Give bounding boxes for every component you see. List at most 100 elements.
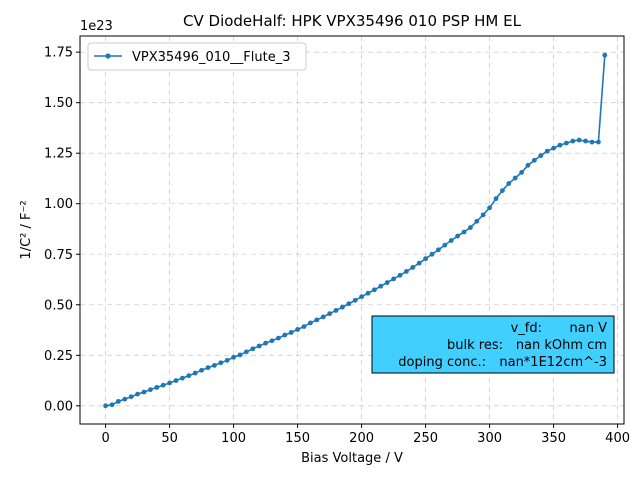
data-point (135, 391, 141, 397)
data-point (359, 294, 364, 300)
data-point (378, 283, 384, 289)
data-point (557, 142, 563, 148)
data-point (538, 153, 544, 159)
data-point (116, 398, 121, 404)
data-point (596, 139, 601, 145)
legend: VPX35496_010__Flute_3 (87, 42, 307, 71)
data-point (410, 264, 416, 270)
annotation-label-vfd: v_fd: (511, 321, 542, 336)
data-point (333, 308, 339, 313)
data-point (346, 301, 352, 307)
data-point (128, 394, 134, 400)
x-axis-label: Bias Voltage / V (301, 451, 403, 466)
data-point (327, 311, 332, 317)
data-point (109, 402, 115, 408)
data-point (320, 314, 326, 320)
data-point (288, 330, 294, 335)
data-point (180, 375, 185, 381)
legend-entry-label: VPX35496_010__Flute_3 (132, 50, 291, 65)
x-axis: 0 50 100 150 200 250 300 350 400 (101, 424, 630, 446)
legend-swatch-marker (105, 53, 111, 59)
data-point (583, 138, 588, 144)
annotation-label-bulk-res: bulk res: (447, 338, 503, 353)
data-point (480, 212, 486, 218)
data-point (532, 157, 537, 163)
x-tick-label: 400 (605, 431, 630, 446)
data-point (506, 181, 512, 186)
annotation-frame (371, 315, 615, 374)
data-point (212, 363, 217, 368)
x-tick-label: 150 (285, 431, 310, 446)
x-tick-label: 50 (161, 431, 178, 446)
y-tick-label: 0.50 (44, 298, 73, 313)
y-axis: 0.00 0.25 0.50 0.75 1.00 1.25 1.50 1.75 (44, 46, 80, 414)
data-point (519, 170, 524, 175)
data-point (269, 338, 275, 344)
y-tick-label: 1.75 (44, 46, 73, 61)
x-tick-label: 0 (101, 431, 109, 446)
data-point (525, 162, 531, 168)
data-point (295, 327, 300, 332)
annotation-box: v_fd: nan V bulk res: nan kOhm cm doping… (371, 315, 615, 374)
data-point (224, 357, 230, 363)
data-point (468, 225, 473, 230)
data-point (442, 242, 448, 248)
data-point (122, 396, 128, 402)
data-point (308, 320, 313, 326)
data-point (301, 324, 307, 329)
data-point (487, 205, 492, 211)
y-tick-label: 0.00 (44, 399, 73, 414)
data-point (436, 247, 441, 253)
annotation-label-doping: doping conc.: (398, 355, 486, 370)
data-point (372, 287, 377, 293)
x-tick-label: 300 (477, 431, 502, 446)
data-point (340, 304, 345, 310)
data-point (314, 317, 320, 323)
x-tick-label: 100 (221, 431, 246, 446)
y-tick-label: 1.00 (44, 197, 73, 212)
chart-title: CV DiodeHalf: HPK VPX35496 010 PSP HM EL (183, 12, 522, 30)
data-point (429, 251, 435, 257)
data-point (282, 332, 288, 338)
data-point (263, 340, 268, 346)
data-point (416, 260, 422, 266)
y-tick-label: 0.25 (44, 349, 73, 364)
data-point (160, 382, 166, 388)
data-point (276, 335, 281, 341)
data-point (423, 256, 428, 262)
data-point (167, 380, 173, 386)
y-tick-label: 1.50 (44, 96, 73, 111)
data-point (589, 139, 595, 145)
data-point (570, 138, 576, 144)
data-point (512, 175, 518, 181)
data-point (564, 140, 569, 146)
x-tick-label: 250 (413, 431, 438, 446)
annotation-value-vfd: nan V (570, 321, 608, 336)
data-point (192, 370, 198, 376)
annotation-value-doping: nan*1E12cm^-3 (499, 355, 607, 370)
data-point (500, 188, 505, 193)
data-point (352, 297, 358, 303)
data-point (186, 373, 192, 379)
data-point (205, 365, 211, 371)
data-point (103, 403, 108, 409)
y-offset-text: 1e23 (80, 19, 113, 34)
series-layer (103, 52, 608, 409)
data-point (148, 387, 153, 393)
data-point (244, 349, 249, 355)
data-point (199, 367, 205, 373)
data-point (218, 360, 224, 366)
x-tick-label: 350 (541, 431, 566, 446)
data-point (154, 385, 160, 390)
data-point (455, 233, 460, 239)
data-point (602, 52, 608, 58)
data-point (461, 229, 467, 235)
data-point (544, 148, 550, 154)
y-tick-label: 1.25 (44, 147, 73, 162)
legend-frame (87, 42, 307, 71)
data-point (397, 272, 403, 278)
data-point (576, 137, 582, 143)
data-point (250, 346, 256, 352)
x-tick-label: 200 (349, 431, 374, 446)
